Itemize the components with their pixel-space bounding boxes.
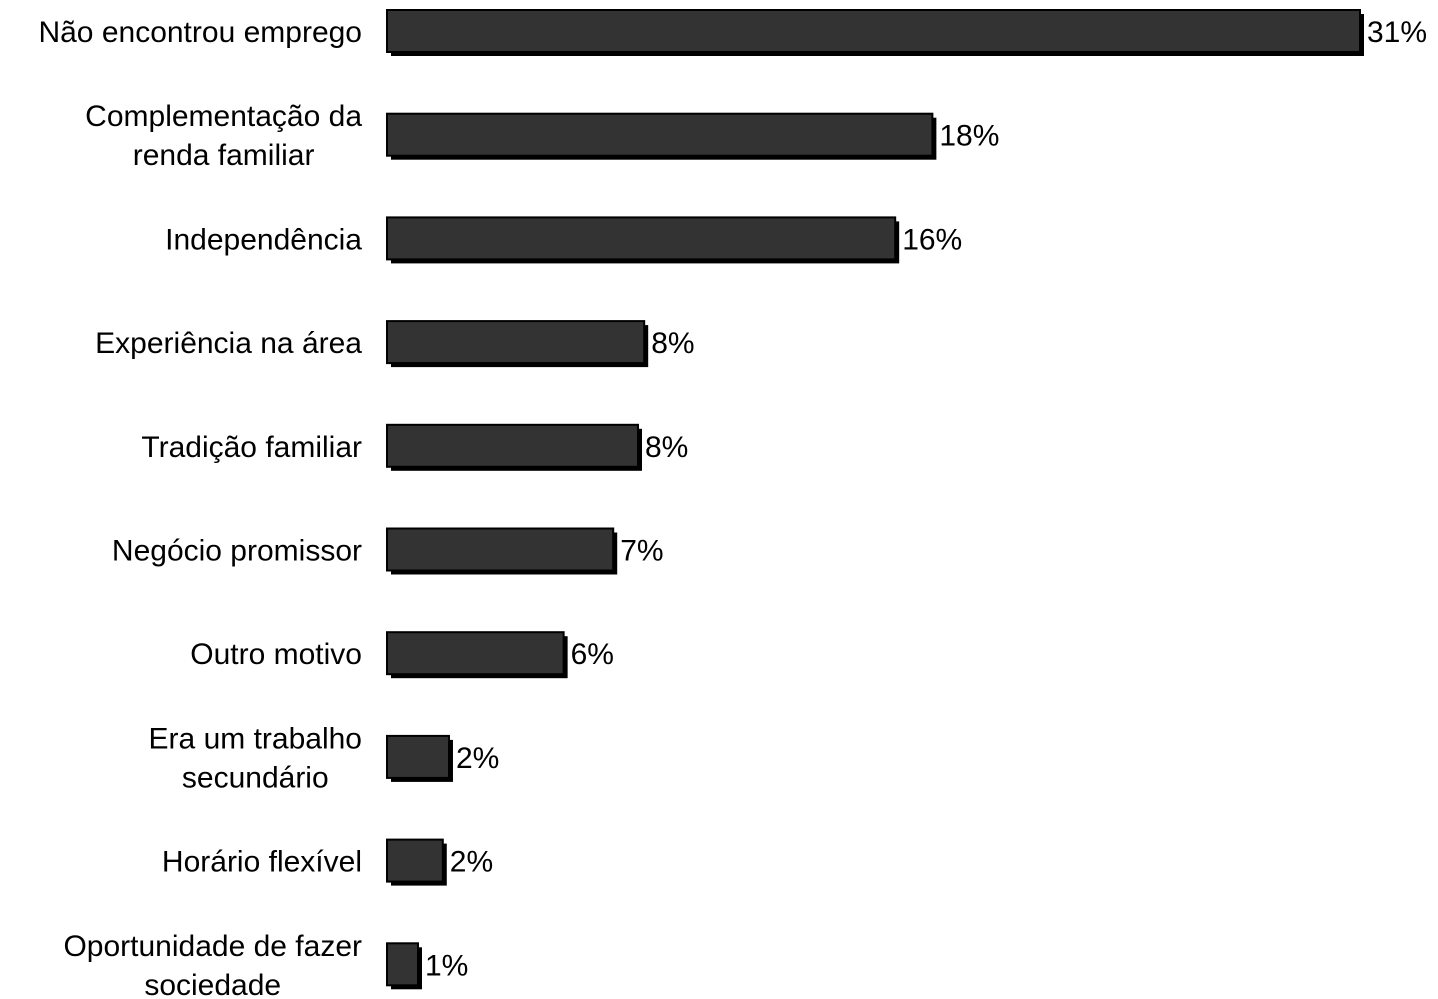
bar <box>386 942 419 987</box>
value-label: 31% <box>1367 16 1427 49</box>
bar <box>386 216 897 261</box>
category-label: Experiência na área <box>95 327 362 360</box>
category-labels: Não encontrou emprego Complementação da re… <box>38 16 362 999</box>
category-label-line: sociedade <box>144 969 281 999</box>
value-label: 6% <box>571 638 614 671</box>
category-label: Era um trabalho secundário <box>149 722 362 794</box>
category-label: Outro motivo <box>190 638 362 671</box>
category-label-line: Outro motivo <box>190 638 362 671</box>
value-label: 16% <box>902 223 962 256</box>
category-label: Negócio promissor <box>112 535 362 568</box>
value-label: 1% <box>425 949 468 982</box>
bars <box>386 9 1361 987</box>
bar <box>386 9 1361 53</box>
value-label: 2% <box>450 846 493 879</box>
category-label-line: Era um trabalho <box>149 722 362 755</box>
category-label: Horário flexível <box>162 846 362 879</box>
bar-shadows <box>391 14 1364 990</box>
category-label-line: Independência <box>165 223 362 256</box>
category-label-line: Tradição familiar <box>141 431 362 464</box>
bar <box>386 631 565 676</box>
category-label-line: Oportunidade de fazer <box>63 930 362 963</box>
category-label: Não encontrou emprego <box>38 16 362 49</box>
value-label: 7% <box>620 535 663 568</box>
value-label: 8% <box>651 327 694 360</box>
category-label-line: renda familiar <box>133 139 315 172</box>
category-label-line: Não encontrou emprego <box>38 16 362 49</box>
category-label: Oportunidade de fazer sociedade <box>63 930 362 999</box>
category-label: Complementação da renda familiar <box>85 100 362 172</box>
bar <box>386 320 646 365</box>
value-label: 2% <box>456 742 499 775</box>
bar <box>386 423 639 468</box>
category-label-line: Horário flexível <box>162 846 362 879</box>
value-labels: 31% 18% 16% 8% 8% 7% 6% 2% 2% 1% <box>425 16 1427 982</box>
bar <box>386 527 615 572</box>
value-label: 8% <box>645 431 688 464</box>
value-label: 18% <box>939 120 999 153</box>
category-label-line: secundário <box>182 761 329 794</box>
category-label: Independência <box>165 223 362 256</box>
category-label: Tradição familiar <box>141 431 362 464</box>
bar <box>386 838 444 883</box>
category-label-line: Experiência na área <box>95 327 362 360</box>
bar <box>386 734 450 779</box>
category-label-line: Complementação da <box>85 100 362 133</box>
bar <box>386 112 934 157</box>
category-label-line: Negócio promissor <box>112 535 362 568</box>
